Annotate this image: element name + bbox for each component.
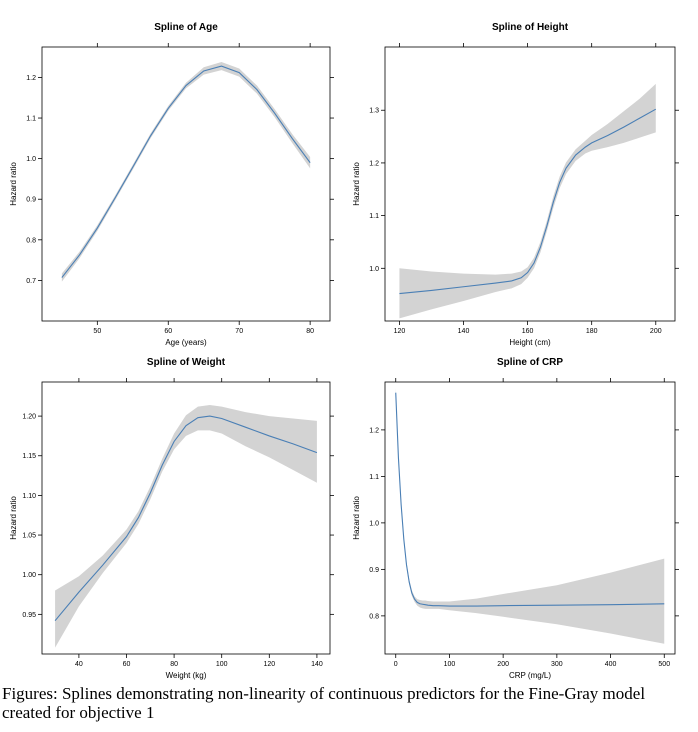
age-ytick-label: 0.8 — [26, 237, 36, 244]
crp-xtick-label: 200 — [497, 661, 509, 668]
weight-xtick-label: 140 — [311, 661, 323, 668]
age-ytick-label: 1.2 — [26, 75, 36, 82]
age-ytick-label: 1.0 — [26, 156, 36, 163]
height-confidence-band — [399, 83, 656, 319]
age-chart-title: Spline of Age — [154, 22, 218, 33]
crp-confidence-band — [395, 388, 665, 644]
weight-xtick-label: 60 — [123, 661, 131, 668]
crp-xtick-label: 0 — [394, 661, 398, 668]
crp-xtick-label: 400 — [605, 661, 617, 668]
height-xtick-label: 180 — [586, 328, 598, 335]
weight-spline-line — [54, 415, 318, 622]
weight-ytick-label: 0.95 — [22, 612, 36, 619]
age-spline-line — [61, 65, 311, 278]
age-ytick-label: 1.1 — [26, 116, 36, 123]
weight-xtick-label: 120 — [263, 661, 275, 668]
panel-height: 120 140 160 180 200 1.0 1.1 1.2 1.3 Spline of Hei… — [352, 22, 679, 347]
weight-ytick-label: 1.05 — [22, 533, 36, 540]
crp-ytick-label: 0.9 — [369, 567, 379, 574]
figure-caption: Figures: Splines demonstrating non-linea… — [2, 684, 646, 722]
crp-xtick-label: 100 — [444, 661, 456, 668]
age-xtick-label: 70 — [235, 328, 243, 335]
crp-xtick-label: 300 — [551, 661, 563, 668]
crp-ytick-label: 1.0 — [369, 520, 379, 527]
height-chart-title: Spline of Height — [492, 22, 569, 33]
height-xtick-label: 200 — [650, 328, 662, 335]
weight-confidence-band — [55, 405, 317, 648]
age-xtick-label: 60 — [164, 328, 172, 335]
crp-x-axis-label: CRP (mg/L) — [509, 671, 551, 680]
panel-weight: 40 60 80 100 120 140 0.95 1.00 1.05 1.10 1.15 1.20 S… — [9, 357, 334, 680]
height-xtick-label: 120 — [394, 328, 406, 335]
age-x-axis-label: Age (years) — [165, 338, 207, 347]
age-ytick-label: 0.9 — [26, 197, 36, 204]
crp-xtick-label: 500 — [658, 661, 670, 668]
height-plot-frame — [384, 46, 676, 322]
weight-xtick-label: 40 — [75, 661, 83, 668]
crp-chart-title: Spline of CRP — [497, 357, 563, 368]
weight-y-axis-label: Hazard ratio — [9, 496, 18, 540]
weight-ytick-label: 1.00 — [22, 572, 36, 579]
weight-ytick-label: 1.20 — [22, 414, 36, 421]
weight-ytick-label: 1.15 — [22, 453, 36, 460]
panel-age: 50 60 70 80 0.7 0.8 0.9 1.0 1.1 1.2 Spline of Age A… — [9, 22, 334, 347]
weight-ytick-label: 1.10 — [22, 493, 36, 500]
height-ytick-label: 1.1 — [369, 213, 379, 220]
weight-plot-frame — [41, 381, 331, 655]
height-ytick-label: 1.3 — [369, 108, 379, 115]
weight-x-axis-label: Weight (kg) — [166, 671, 207, 680]
age-y-axis-label: Hazard ratio — [9, 162, 18, 206]
age-plot-frame — [41, 46, 331, 322]
crp-plot-frame — [384, 381, 676, 655]
height-xtick-label: 140 — [458, 328, 470, 335]
height-x-axis-label: Height (cm) — [509, 338, 551, 347]
weight-xtick-label: 80 — [170, 661, 178, 668]
age-xtick-label: 50 — [93, 328, 101, 335]
height-spline-line — [399, 108, 657, 295]
crp-ytick-label: 1.1 — [369, 474, 379, 481]
age-ytick-label: 0.7 — [26, 278, 36, 285]
weight-xtick-label: 100 — [216, 661, 228, 668]
crp-spline-line — [395, 392, 665, 607]
crp-ytick-label: 0.8 — [369, 613, 379, 620]
age-confidence-band — [61, 62, 311, 282]
age-xtick-label: 80 — [306, 328, 314, 335]
height-xtick-label: 160 — [522, 328, 534, 335]
height-ytick-label: 1.2 — [369, 160, 379, 167]
panel-crp: 0 100 200 300 400 500 0.8 0.9 1.0 1.1 1.2 Spline of… — [352, 357, 679, 680]
weight-chart-title: Spline of Weight — [147, 357, 226, 368]
height-ytick-label: 1.0 — [369, 266, 379, 273]
crp-ytick-label: 1.2 — [369, 427, 379, 434]
height-y-axis-label: Hazard ratio — [352, 162, 361, 206]
crp-y-axis-label: Hazard ratio — [352, 496, 361, 540]
